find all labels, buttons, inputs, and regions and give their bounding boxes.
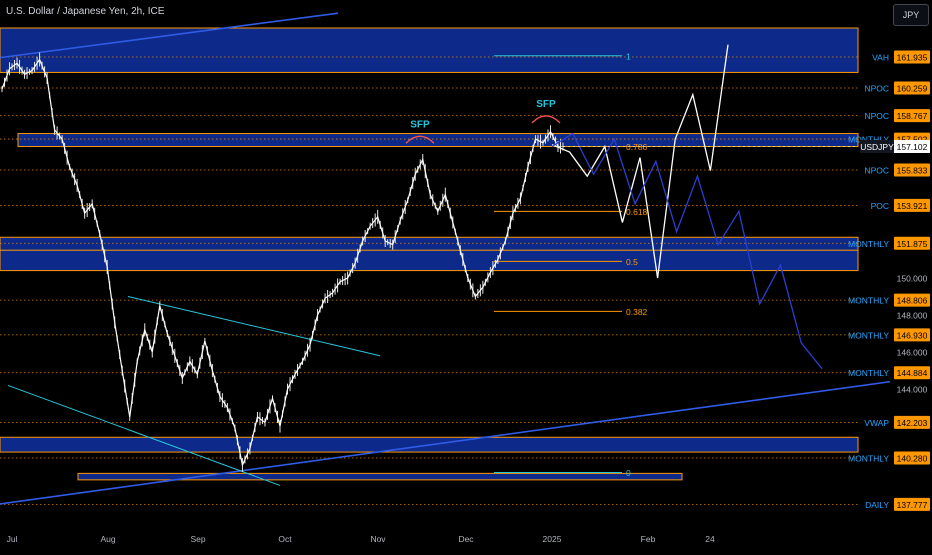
y-tick-1: 148.000 xyxy=(897,311,928,321)
level-tag-4 xyxy=(894,163,930,177)
level-price-2: 158.767 xyxy=(897,111,928,121)
level-name-4: NPOC xyxy=(864,165,889,175)
x-tick-4: Nov xyxy=(370,534,386,544)
trendline-2 xyxy=(7,384,281,486)
level-price-4: 155.833 xyxy=(897,165,928,175)
level-tag-8 xyxy=(894,328,930,342)
current-price-tag-bg xyxy=(894,139,930,153)
x-tick-5: Dec xyxy=(458,534,474,544)
x-tick-3: Oct xyxy=(278,534,292,544)
level-price-12: 137.777 xyxy=(897,500,928,510)
level-price-9: 144.884 xyxy=(897,368,928,378)
current-price-tag: 157.102 xyxy=(897,142,928,152)
x-tick-1: Aug xyxy=(100,534,115,544)
x-tick-8: 24 xyxy=(705,534,715,544)
zone-0 xyxy=(0,27,859,73)
x-tick-2: Sep xyxy=(190,534,205,544)
fib-label-5: 0 xyxy=(626,468,631,478)
axis-layer: 150.000 148.000 146.000 144.000 Jul Aug Sep Oct… xyxy=(7,274,928,545)
zone-3 xyxy=(0,249,859,272)
level-name-1: NPOC xyxy=(864,84,889,94)
price-layer xyxy=(1,52,564,473)
level-name-10: VWAP xyxy=(864,418,889,428)
trendline-1 xyxy=(0,380,891,505)
fib-layer: 1 0.786 0.618 0.5 0.382 0 xyxy=(494,51,648,478)
y-tick-2: 146.000 xyxy=(897,348,928,358)
level-name-2: NPOC xyxy=(864,111,889,121)
level-name-5: POC xyxy=(871,201,889,211)
zone-5 xyxy=(77,472,683,481)
level-name-12: DAILY xyxy=(865,500,889,510)
level-tag-12 xyxy=(894,497,930,511)
level-tag-6 xyxy=(894,236,930,250)
levels-layer: VAH 161.935 NPOC 160.259 NPOC 158.767 MONTHLY 1… xyxy=(0,50,930,511)
projection-layer xyxy=(551,44,823,370)
level-name-9: MONTHLY xyxy=(848,368,889,378)
chart-title: U.S. Dollar / Japanese Yen, 2h, ICE xyxy=(6,6,165,17)
fib-label-4: 0.382 xyxy=(626,307,648,317)
y-tick-3: 144.000 xyxy=(897,385,928,395)
level-price-7: 148.806 xyxy=(897,296,928,306)
symbol-tag-bg xyxy=(860,139,894,153)
price-path xyxy=(1,58,559,467)
level-price-3: 157.502 xyxy=(897,135,928,145)
trendlines-layer xyxy=(0,12,891,505)
level-name-11: MONTHLY xyxy=(848,454,889,464)
level-name-7: MONTHLY xyxy=(848,296,889,306)
y-tick-0: 150.000 xyxy=(897,274,928,284)
level-tag-1 xyxy=(894,81,930,95)
zone-1 xyxy=(17,133,859,148)
level-price-8: 146.930 xyxy=(897,330,928,340)
x-tick-6: 2025 xyxy=(543,534,562,544)
trendline-3 xyxy=(127,296,381,357)
x-tick-7: Feb xyxy=(641,534,656,544)
currency-button[interactable]: JPY xyxy=(893,4,929,26)
symbol-tag: USDJPY xyxy=(860,142,894,152)
annotations-layer: USDJPY 157.102 SFP SFP xyxy=(405,99,930,153)
fib-label-2: 0.618 xyxy=(626,207,648,217)
fib-label-0: 1 xyxy=(626,51,631,61)
level-tag-2 xyxy=(894,109,930,123)
fib-label-1: 0.786 xyxy=(626,142,648,152)
sfp-arc-1 xyxy=(531,115,561,124)
level-tag-5 xyxy=(894,198,930,212)
sfp-label-1: SFP xyxy=(536,99,556,110)
level-tag-0 xyxy=(894,50,930,64)
sfp-arc-0 xyxy=(405,135,435,144)
projection-white xyxy=(551,44,729,279)
fib-label-3: 0.5 xyxy=(626,257,638,267)
level-price-1: 160.259 xyxy=(897,84,928,94)
level-name-6: MONTHLY xyxy=(848,239,889,249)
level-tag-9 xyxy=(894,366,930,380)
level-price-10: 142.203 xyxy=(897,418,928,428)
level-tag-11 xyxy=(894,451,930,465)
level-tag-10 xyxy=(894,415,930,429)
level-price-5: 153.921 xyxy=(897,201,928,211)
sfp-label-0: SFP xyxy=(410,119,430,130)
level-price-0: 161.935 xyxy=(897,52,928,62)
level-name-0: VAH xyxy=(872,52,889,62)
level-name-8: MONTHLY xyxy=(848,330,889,340)
level-price-11: 140.280 xyxy=(897,454,928,464)
level-price-6: 151.875 xyxy=(897,239,928,249)
level-name-3: MONTHLY xyxy=(848,135,889,145)
trendline-0 xyxy=(0,12,339,59)
projection-blue xyxy=(551,132,823,370)
level-tag-7 xyxy=(894,293,930,307)
x-tick-0: Jul xyxy=(7,534,18,544)
